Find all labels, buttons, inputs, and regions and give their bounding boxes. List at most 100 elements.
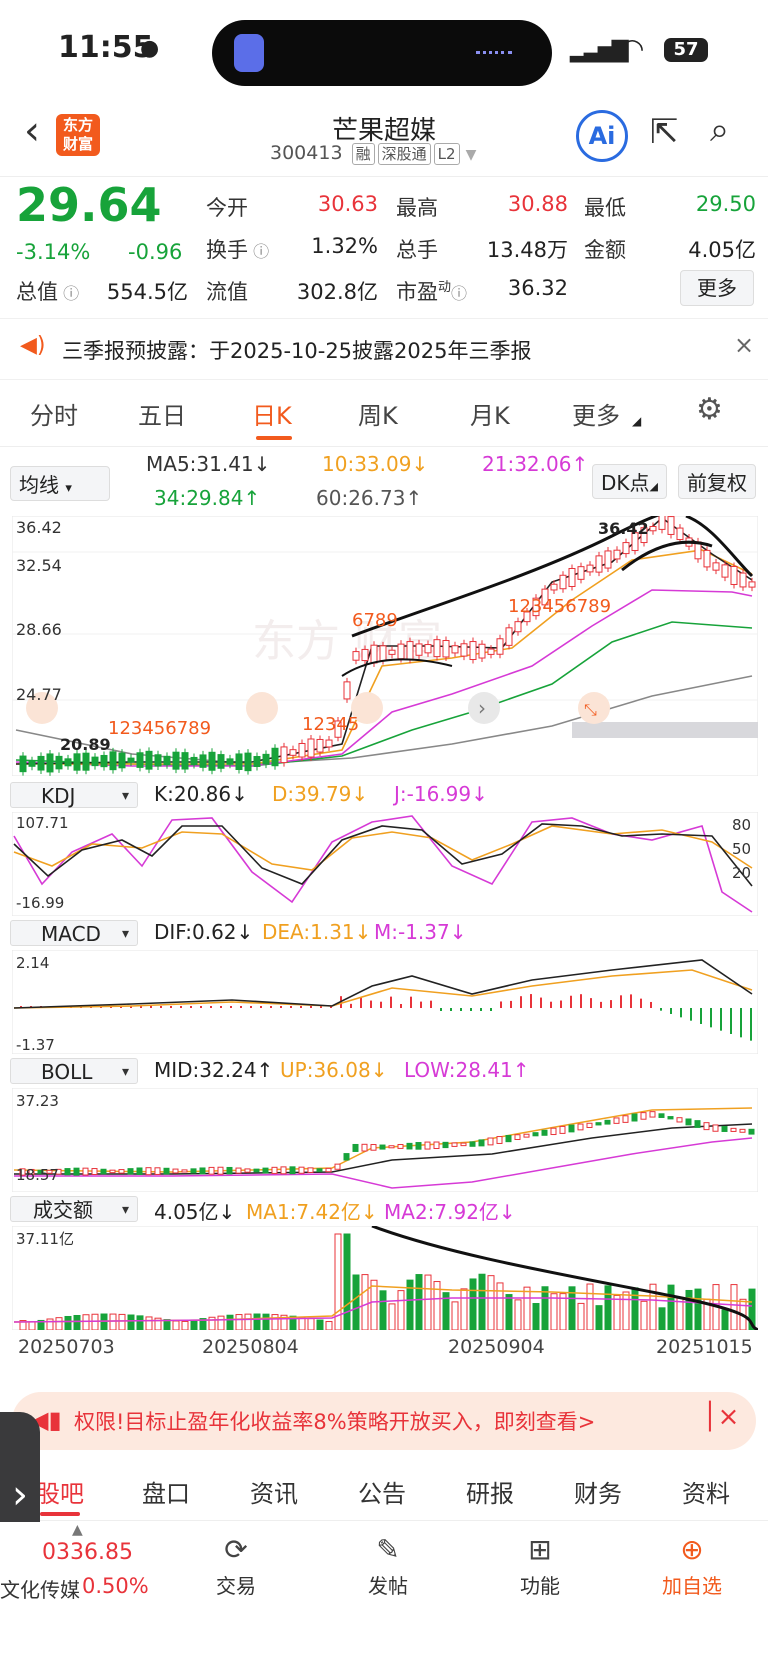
boll-candle [631, 1113, 638, 1122]
float-value: 302.8亿 [296, 280, 378, 304]
index-value[interactable]: 0336.85 [42, 1540, 133, 1565]
close-icon[interactable]: × [734, 331, 755, 359]
macd-selector[interactable]: MACD [10, 920, 138, 947]
volume-bar [550, 1293, 558, 1330]
volume-bar [154, 1317, 162, 1330]
boll-candle [415, 1142, 422, 1150]
candle [532, 597, 540, 617]
ma-selector[interactable]: 均线 ▾ [10, 466, 110, 501]
macd-bar [130, 1006, 132, 1008]
candle [478, 643, 486, 659]
date-label: 20250904 [448, 1336, 545, 1358]
expand-icon [578, 692, 610, 724]
volume-bar [28, 1321, 36, 1330]
boll-candle [442, 1141, 449, 1149]
tab-announcement[interactable]: 公告 [358, 1480, 406, 1508]
macd-bar [170, 1006, 172, 1008]
boll-candle [703, 1122, 710, 1131]
kdj-selector[interactable]: KDJ [10, 782, 138, 809]
index-name[interactable]: 文化传媒 [0, 1578, 80, 1602]
macd-histogram [20, 994, 752, 1041]
candle [28, 760, 36, 767]
volume-bar [334, 1233, 342, 1330]
boll-candle [676, 1117, 683, 1123]
tab-monthly[interactable]: 月K [470, 402, 510, 430]
search-icon[interactable]: ⌕ [710, 110, 730, 150]
tab-five-day[interactable]: 五日 [138, 402, 186, 430]
td-count-markers: 123456789 [108, 718, 211, 739]
volume-bar [172, 1320, 180, 1330]
candle [361, 648, 369, 662]
volume-bar [226, 1314, 234, 1330]
function-button[interactable]: ⊞ 功能 [500, 1530, 580, 1599]
app-icon [234, 34, 264, 72]
boll-candle [487, 1137, 494, 1146]
candle [334, 720, 342, 738]
adjust-button[interactable]: 前复权 [678, 464, 756, 499]
volume-selector[interactable]: 成交额 [10, 1196, 138, 1223]
boll-candle [37, 1169, 44, 1174]
boll-selector[interactable]: BOLL [10, 1058, 138, 1085]
nav-icon [351, 692, 383, 724]
tab-intraday[interactable]: 分时 [30, 402, 78, 430]
tab-finance[interactable]: 财务 [574, 1480, 622, 1508]
back-icon[interactable]: ‹ [24, 108, 40, 154]
volume-value: 13.48万 [486, 238, 568, 262]
macd-bar [510, 1000, 512, 1008]
candle [289, 749, 297, 756]
kdj-chart: 107.71 -16.99 80 50 20 [12, 812, 758, 916]
ai-button[interactable]: Ai [576, 110, 628, 162]
post-button[interactable]: ✎ 发帖 [348, 1530, 428, 1599]
add-watchlist-button[interactable]: ⊕ 加自选 [652, 1530, 732, 1599]
macd-bar [290, 1006, 292, 1008]
kdj-level: 50 [732, 840, 751, 858]
dk-button[interactable]: DK点◢ [592, 464, 667, 499]
volume-bar [631, 1287, 639, 1330]
more-button[interactable]: 更多 [680, 270, 754, 306]
pe-label: 市盈动ⓘ [396, 280, 468, 304]
boll-candle [46, 1169, 53, 1174]
boll-candle [379, 1144, 386, 1150]
boll-candle [658, 1113, 665, 1118]
volume-bar [640, 1300, 648, 1330]
tab-news[interactable]: 资讯 [250, 1480, 298, 1508]
tab-orderbook[interactable]: 盘口 [142, 1480, 190, 1508]
tab-weekly[interactable]: 周K [358, 402, 398, 430]
boll-candle [217, 1166, 224, 1175]
macd-bar [240, 1006, 242, 1008]
date-label: 20251015 [656, 1336, 753, 1358]
kline-chart[interactable]: 东方 财富 › ⤡ 36.42 32.54 28.66 24.77 36.42 … [12, 516, 758, 776]
tab-profile[interactable]: 资料 [682, 1480, 730, 1508]
chevron-down-icon[interactable]: ▼ [465, 147, 477, 163]
trade-button[interactable]: ⟳ 交易 [196, 1530, 276, 1599]
candle [379, 645, 387, 662]
volume-bar [397, 1290, 405, 1330]
candle [199, 754, 207, 768]
boll-candle [586, 1122, 593, 1128]
tab-more[interactable]: 更多 [572, 402, 620, 430]
boll-candle [100, 1168, 107, 1175]
boll-candle [685, 1118, 692, 1126]
boll-candle [532, 1132, 539, 1137]
boll-candle [19, 1168, 26, 1176]
share-icon[interactable]: ⇱ [650, 112, 679, 152]
candle [37, 755, 45, 771]
promo-banner[interactable]: ◀▮ 权限!目标止盈年化收益率8%策略开放买入，即刻查看> │× [12, 1392, 756, 1450]
gear-icon[interactable]: ⚙ [696, 392, 723, 427]
boll-candle [721, 1126, 728, 1132]
macd-bar [650, 1001, 652, 1008]
battery-icon: 57 [664, 38, 708, 62]
candle [226, 758, 234, 765]
boll-candle [568, 1124, 575, 1133]
macd-bar [540, 997, 542, 1008]
notice-bar[interactable]: ◀) 三季报预披露：于2025-10-25披露2025年三季报 × [0, 318, 768, 380]
tab-daily[interactable]: 日K [252, 402, 292, 430]
tab-research[interactable]: 研报 [466, 1480, 514, 1508]
boll-candle [559, 1125, 566, 1134]
macd-bar [200, 1006, 202, 1008]
macd-bar [670, 1008, 672, 1014]
candle [127, 757, 135, 763]
tab-forum[interactable]: 股吧 [36, 1480, 84, 1508]
boll-candle [145, 1167, 152, 1176]
close-icon[interactable]: │× [702, 1402, 740, 1432]
